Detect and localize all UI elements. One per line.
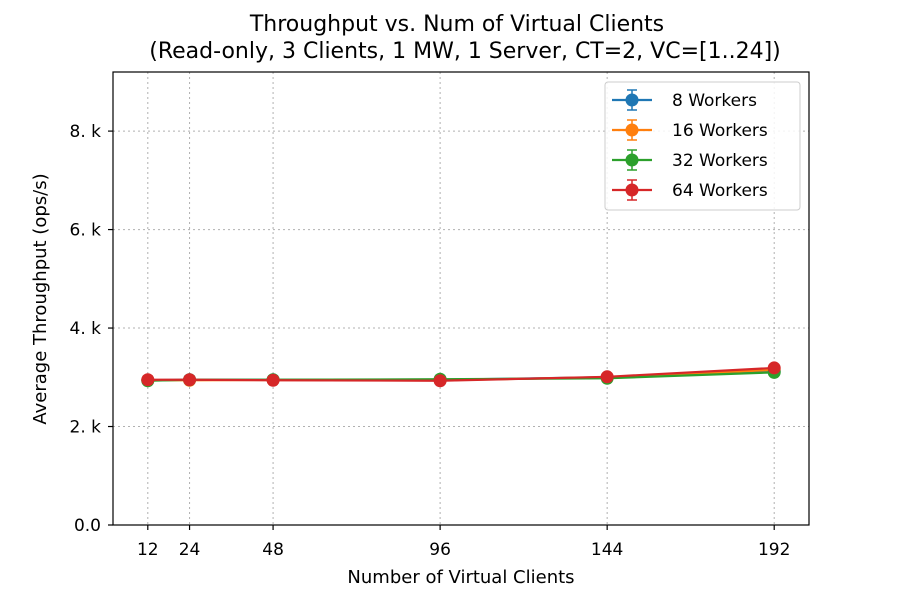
data-point xyxy=(141,373,155,387)
plot-area-frame xyxy=(112,71,810,526)
x-tick-label: 144 xyxy=(591,540,623,560)
legend-marker xyxy=(625,93,639,107)
legend-label: 64 Workers xyxy=(672,181,768,201)
legend-marker xyxy=(625,123,639,137)
y-tick-label: 4. k xyxy=(70,319,102,339)
x-tick-label: 24 xyxy=(179,540,201,560)
legend: 8 Workers 16 Workers 32 Workers 64 Workers xyxy=(604,81,801,211)
x-tick-label: 48 xyxy=(262,540,284,560)
x-tick-label: 96 xyxy=(429,540,451,560)
legend-box xyxy=(604,81,801,211)
legend-entry: 32 Workers xyxy=(612,149,768,171)
data-point xyxy=(266,373,280,387)
legend-label: 32 Workers xyxy=(672,151,768,171)
data-point xyxy=(600,370,614,384)
series-4 xyxy=(141,361,781,388)
series-3 xyxy=(141,365,781,388)
data-point xyxy=(433,374,447,388)
legend-entry: 8 Workers xyxy=(612,89,757,111)
legend-marker xyxy=(625,183,639,197)
x-tick-label: 192 xyxy=(758,540,790,560)
legend-label: 8 Workers xyxy=(672,91,757,111)
legend-label: 16 Workers xyxy=(672,121,768,141)
chart-title-line1: Throughput vs. Num of Virtual Clients xyxy=(249,12,664,37)
legend-marker xyxy=(625,153,639,167)
y-tick-label: 2. k xyxy=(70,418,102,438)
y-tick-label: 0.0 xyxy=(74,516,101,536)
chart-title-line2: (Read-only, 3 Clients, 1 MW, 1 Server, C… xyxy=(149,39,780,64)
series-layer xyxy=(141,361,781,388)
x-axis-label: Number of Virtual Clients xyxy=(347,567,574,588)
legend-entry: 64 Workers xyxy=(612,179,768,201)
legend-entry: 16 Workers xyxy=(612,119,768,141)
data-point xyxy=(183,373,197,387)
series-line xyxy=(147,366,775,382)
y-tick-label: 6. k xyxy=(70,221,102,241)
x-tick-label: 12 xyxy=(137,540,159,560)
data-point xyxy=(767,361,781,375)
y-tick-label: 8. k xyxy=(70,122,102,142)
axis-ticks: 12 24 48 96 144 192 0.0 2. k 4. k 6. k 8. k xyxy=(70,122,791,560)
y-axis-label: Average Throughput (ops/s) xyxy=(30,173,51,424)
